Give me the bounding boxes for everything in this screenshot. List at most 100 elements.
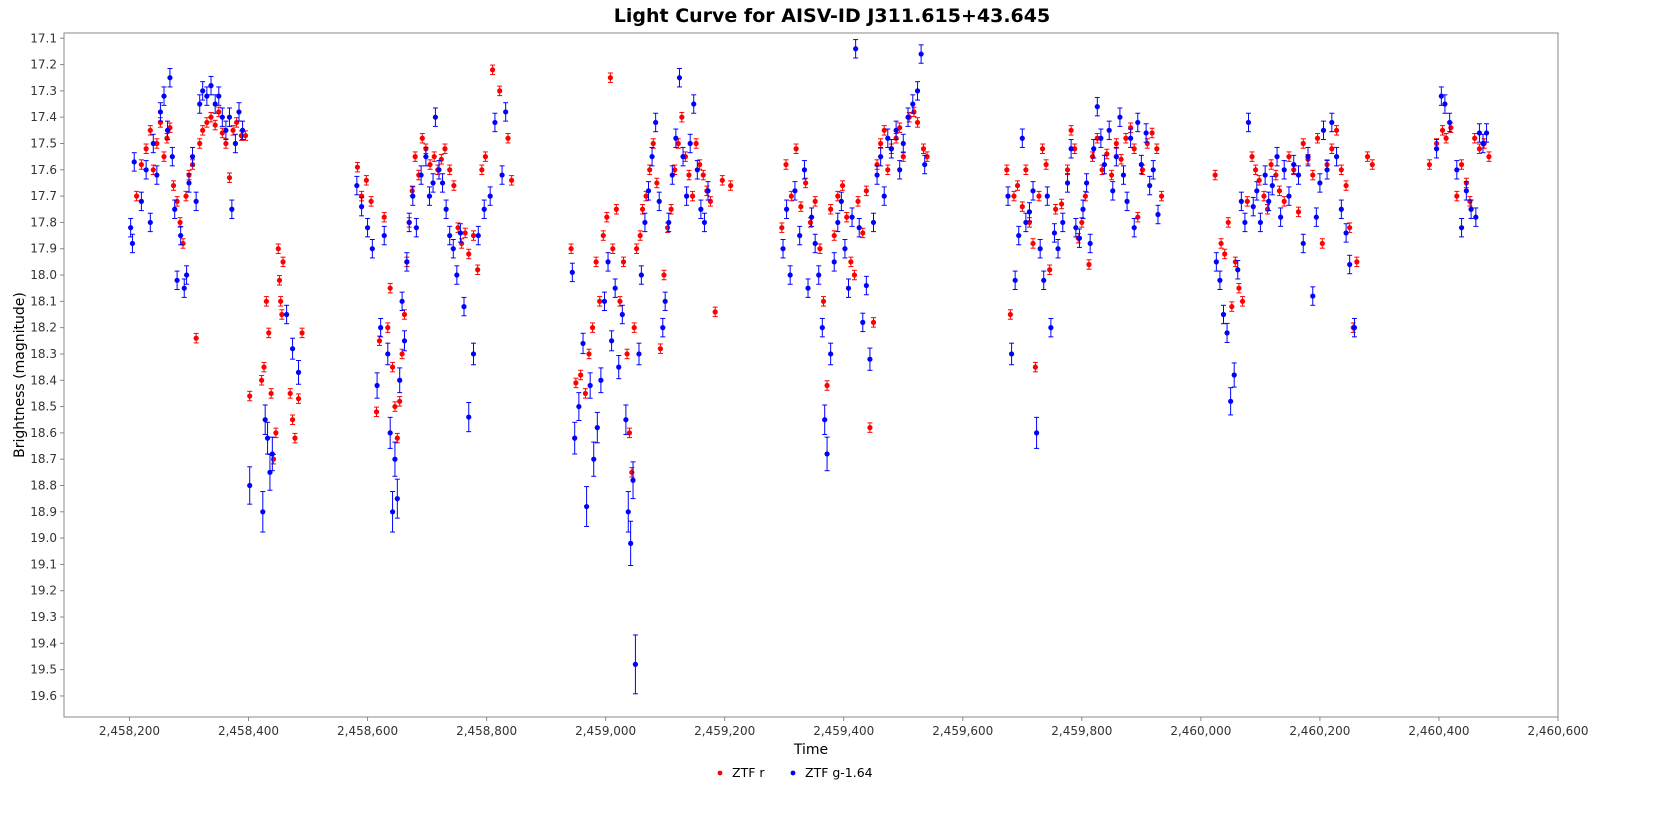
data-point xyxy=(1369,161,1375,168)
data-point xyxy=(180,240,186,247)
x-tick-label: 2,459,800 xyxy=(1051,724,1112,738)
data-point xyxy=(1324,167,1330,173)
data-point xyxy=(470,232,477,239)
data-point xyxy=(193,335,199,341)
data-point xyxy=(616,364,622,370)
data-point xyxy=(208,83,214,89)
data-point xyxy=(1004,167,1010,173)
data-point xyxy=(1286,193,1292,199)
data-point xyxy=(613,206,619,212)
data-point xyxy=(270,456,277,462)
data-point xyxy=(1343,230,1349,236)
data-point xyxy=(387,430,393,436)
data-point xyxy=(914,119,921,126)
data-point xyxy=(1143,130,1149,136)
data-point xyxy=(812,240,818,247)
data-point xyxy=(404,259,410,265)
data-point xyxy=(679,114,685,120)
data-point xyxy=(157,109,164,115)
data-point xyxy=(661,272,667,278)
data-point xyxy=(870,219,877,226)
data-point xyxy=(1158,193,1165,199)
data-point xyxy=(1256,177,1262,183)
data-point xyxy=(819,325,825,331)
data-point xyxy=(900,154,906,160)
data-point xyxy=(161,93,167,99)
x-tick-label: 2,460,000 xyxy=(1170,724,1231,738)
data-point xyxy=(1354,259,1360,265)
data-point xyxy=(1154,146,1160,152)
y-tick-label: 17.9 xyxy=(30,242,57,256)
data-point xyxy=(1083,180,1090,186)
data-point xyxy=(580,340,586,347)
data-point xyxy=(172,206,178,212)
data-point xyxy=(1239,298,1246,304)
y-tick-label: 18.1 xyxy=(30,294,57,308)
data-point xyxy=(284,311,290,318)
y-tick-label: 17.1 xyxy=(30,31,57,45)
data-point xyxy=(364,225,371,231)
data-point xyxy=(881,127,887,133)
data-point xyxy=(792,188,798,194)
data-point xyxy=(849,214,855,220)
y-tick-label: 18.9 xyxy=(30,505,57,519)
data-point xyxy=(466,251,472,257)
data-point xyxy=(1319,240,1325,247)
data-point xyxy=(697,161,703,168)
data-point xyxy=(632,661,639,667)
data-point xyxy=(910,101,916,107)
data-point xyxy=(1295,209,1302,215)
data-point xyxy=(793,146,799,152)
y-tick-label: 18.0 xyxy=(30,268,57,282)
data-point xyxy=(1128,135,1134,141)
data-point xyxy=(487,193,493,199)
y-tick-label: 19.2 xyxy=(30,584,57,598)
data-point xyxy=(822,417,828,423)
data-point xyxy=(1225,219,1231,226)
data-point xyxy=(666,219,672,226)
data-point xyxy=(1135,214,1141,220)
y-tick-label: 17.2 xyxy=(30,58,57,72)
data-point xyxy=(686,172,692,178)
data-point xyxy=(824,382,830,389)
data-point xyxy=(266,330,272,336)
data-point xyxy=(373,409,380,415)
data-point xyxy=(1486,154,1492,160)
data-point xyxy=(842,246,848,252)
y-tick-label: 19.4 xyxy=(30,636,57,650)
data-point xyxy=(1229,304,1235,310)
data-point xyxy=(1155,211,1161,218)
data-point xyxy=(828,206,834,212)
x-tick-label: 2,459,000 xyxy=(575,724,636,738)
data-point xyxy=(1080,206,1086,212)
data-point xyxy=(479,167,485,173)
data-point xyxy=(1048,325,1054,331)
data-point xyxy=(499,172,505,178)
data-point xyxy=(161,154,167,160)
data-point xyxy=(427,161,433,168)
data-point xyxy=(881,193,887,199)
data-point xyxy=(268,390,274,397)
data-point xyxy=(1278,214,1284,220)
data-point xyxy=(783,206,790,212)
data-point xyxy=(922,161,928,168)
data-point xyxy=(1091,146,1097,152)
data-point xyxy=(234,119,240,126)
data-layer xyxy=(128,39,1492,695)
data-point xyxy=(787,272,793,278)
data-point xyxy=(451,182,457,189)
data-point xyxy=(897,125,903,131)
data-point xyxy=(694,167,700,173)
data-point xyxy=(397,377,403,383)
data-point xyxy=(629,469,635,475)
data-point xyxy=(170,182,177,189)
data-point xyxy=(1053,206,1059,212)
data-point xyxy=(374,382,380,389)
data-point xyxy=(431,154,437,160)
data-point xyxy=(1117,114,1123,120)
data-point xyxy=(482,154,489,160)
data-point xyxy=(1286,154,1292,160)
data-point xyxy=(223,140,229,147)
data-point xyxy=(164,127,171,133)
x-tick-label: 2,459,600 xyxy=(932,724,993,738)
